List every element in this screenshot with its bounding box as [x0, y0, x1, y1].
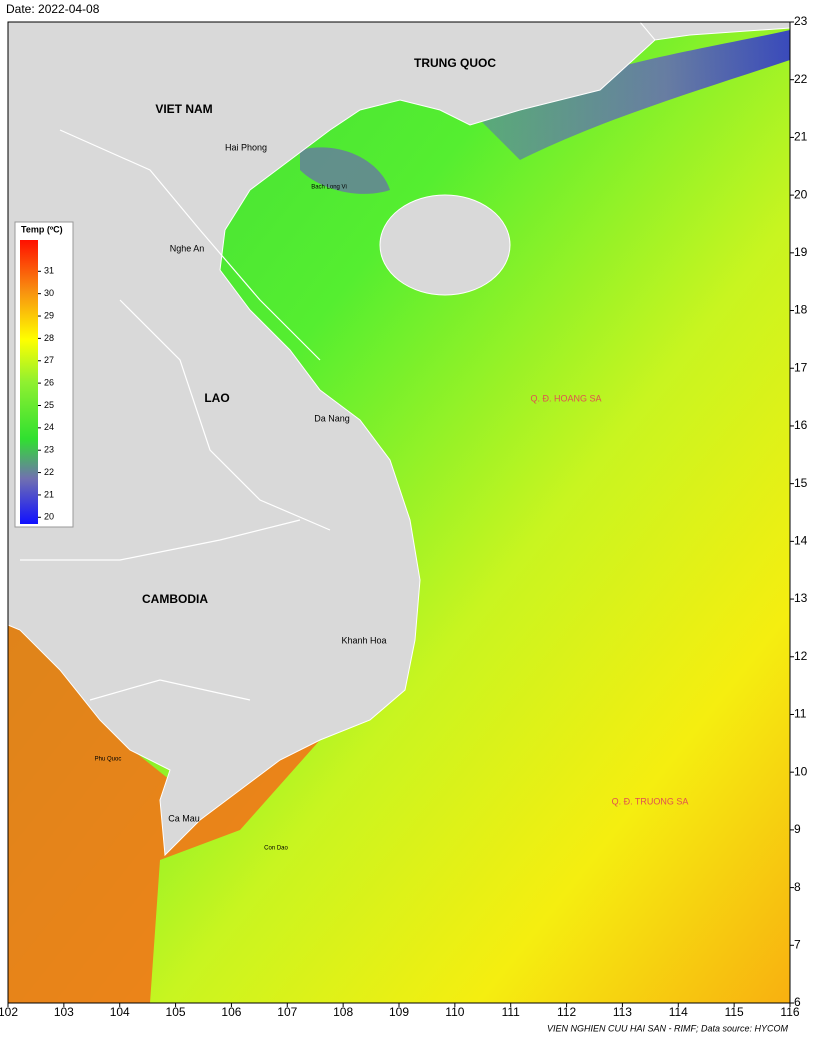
- colorbar-label: 30: [44, 288, 54, 298]
- y-tick-label: 15: [794, 476, 808, 490]
- colorbar-label: 21: [44, 489, 54, 499]
- y-tick-label: 21: [794, 130, 808, 144]
- colorbar-label: 20: [44, 512, 54, 522]
- y-tick-label: 20: [794, 187, 808, 201]
- x-tick-label: 110: [445, 1005, 464, 1019]
- legend-title: Temp (ºC): [21, 224, 63, 234]
- x-tick-label: 105: [166, 1005, 186, 1019]
- x-tick-label: 107: [277, 1005, 297, 1019]
- x-tick-label: 113: [613, 1005, 632, 1019]
- x-tick-label: 109: [389, 1005, 409, 1019]
- y-tick-label: 22: [794, 72, 808, 86]
- y-tick-label: 17: [794, 360, 808, 374]
- x-tick-label: 103: [54, 1005, 74, 1019]
- colorbar-label: 23: [44, 445, 54, 455]
- colorbar-label: 26: [44, 377, 54, 387]
- x-tick-label: 111: [502, 1005, 521, 1019]
- cold-water: [480, 30, 790, 160]
- island-label: Q. Đ. TRUONG SA: [612, 796, 689, 806]
- cold-water: [300, 147, 390, 194]
- colorbar-label: 22: [44, 467, 54, 477]
- country-label: LAO: [204, 391, 229, 405]
- place-label: Da Nang: [314, 413, 350, 423]
- x-tick-label: 104: [110, 1005, 130, 1019]
- x-tick-label: 114: [669, 1005, 688, 1019]
- borders: [20, 129, 331, 701]
- x-tick-label: 108: [333, 1005, 353, 1019]
- colorbar-label: 24: [44, 422, 54, 432]
- place-label: Bach Long Vi: [311, 185, 347, 191]
- y-tick-label: 6: [794, 995, 801, 1009]
- colorbar-label: 27: [44, 355, 54, 365]
- y-tick-label: 8: [794, 880, 801, 894]
- place-label: Ca Mau: [168, 813, 200, 823]
- y-tick-label: 7: [794, 937, 801, 951]
- y-tick-label: 14: [794, 534, 808, 548]
- place-label: Nghe An: [170, 243, 205, 253]
- x-tick-label: 112: [557, 1005, 576, 1019]
- colorbar-label: 25: [44, 400, 54, 410]
- y-tick-label: 12: [794, 649, 808, 663]
- y-tick-label: 16: [794, 418, 808, 432]
- colorbar-label: 29: [44, 310, 54, 320]
- y-tick-label: 19: [794, 245, 808, 259]
- y-tick-label: 9: [794, 822, 801, 836]
- place-label: Con Dao: [264, 846, 288, 852]
- island-label: Q. Đ. HOANG SA: [530, 393, 601, 403]
- credit: VIEN NGHIEN CUU HAI SAN - RIMF; Data sou…: [547, 1023, 789, 1033]
- hainan: [379, 194, 511, 296]
- x-tick-label: 115: [725, 1005, 744, 1019]
- country-label: TRUNG QUOC: [414, 56, 496, 70]
- place-label: Phu Quoc: [95, 757, 122, 763]
- y-tick-label: 11: [794, 707, 807, 721]
- date-title: Date: 2022-04-08: [6, 2, 100, 16]
- country-label: CAMBODIA: [142, 592, 208, 606]
- x-tick-label: 102: [0, 1005, 18, 1019]
- y-tick-label: 18: [794, 303, 808, 317]
- colorbar-label: 28: [44, 333, 54, 343]
- y-tick-label: 10: [794, 764, 808, 778]
- colorbar-label: 31: [44, 266, 54, 276]
- place-label: Khanh Hoa: [341, 635, 386, 645]
- colorbar: [20, 240, 38, 524]
- country-label: VIET NAM: [155, 102, 212, 116]
- x-tick-label: 116: [780, 1005, 799, 1019]
- y-tick-label: 13: [794, 591, 808, 605]
- y-tick-label: 23: [794, 14, 808, 28]
- place-label: Hai Phong: [225, 142, 267, 152]
- x-tick-label: 106: [221, 1005, 241, 1019]
